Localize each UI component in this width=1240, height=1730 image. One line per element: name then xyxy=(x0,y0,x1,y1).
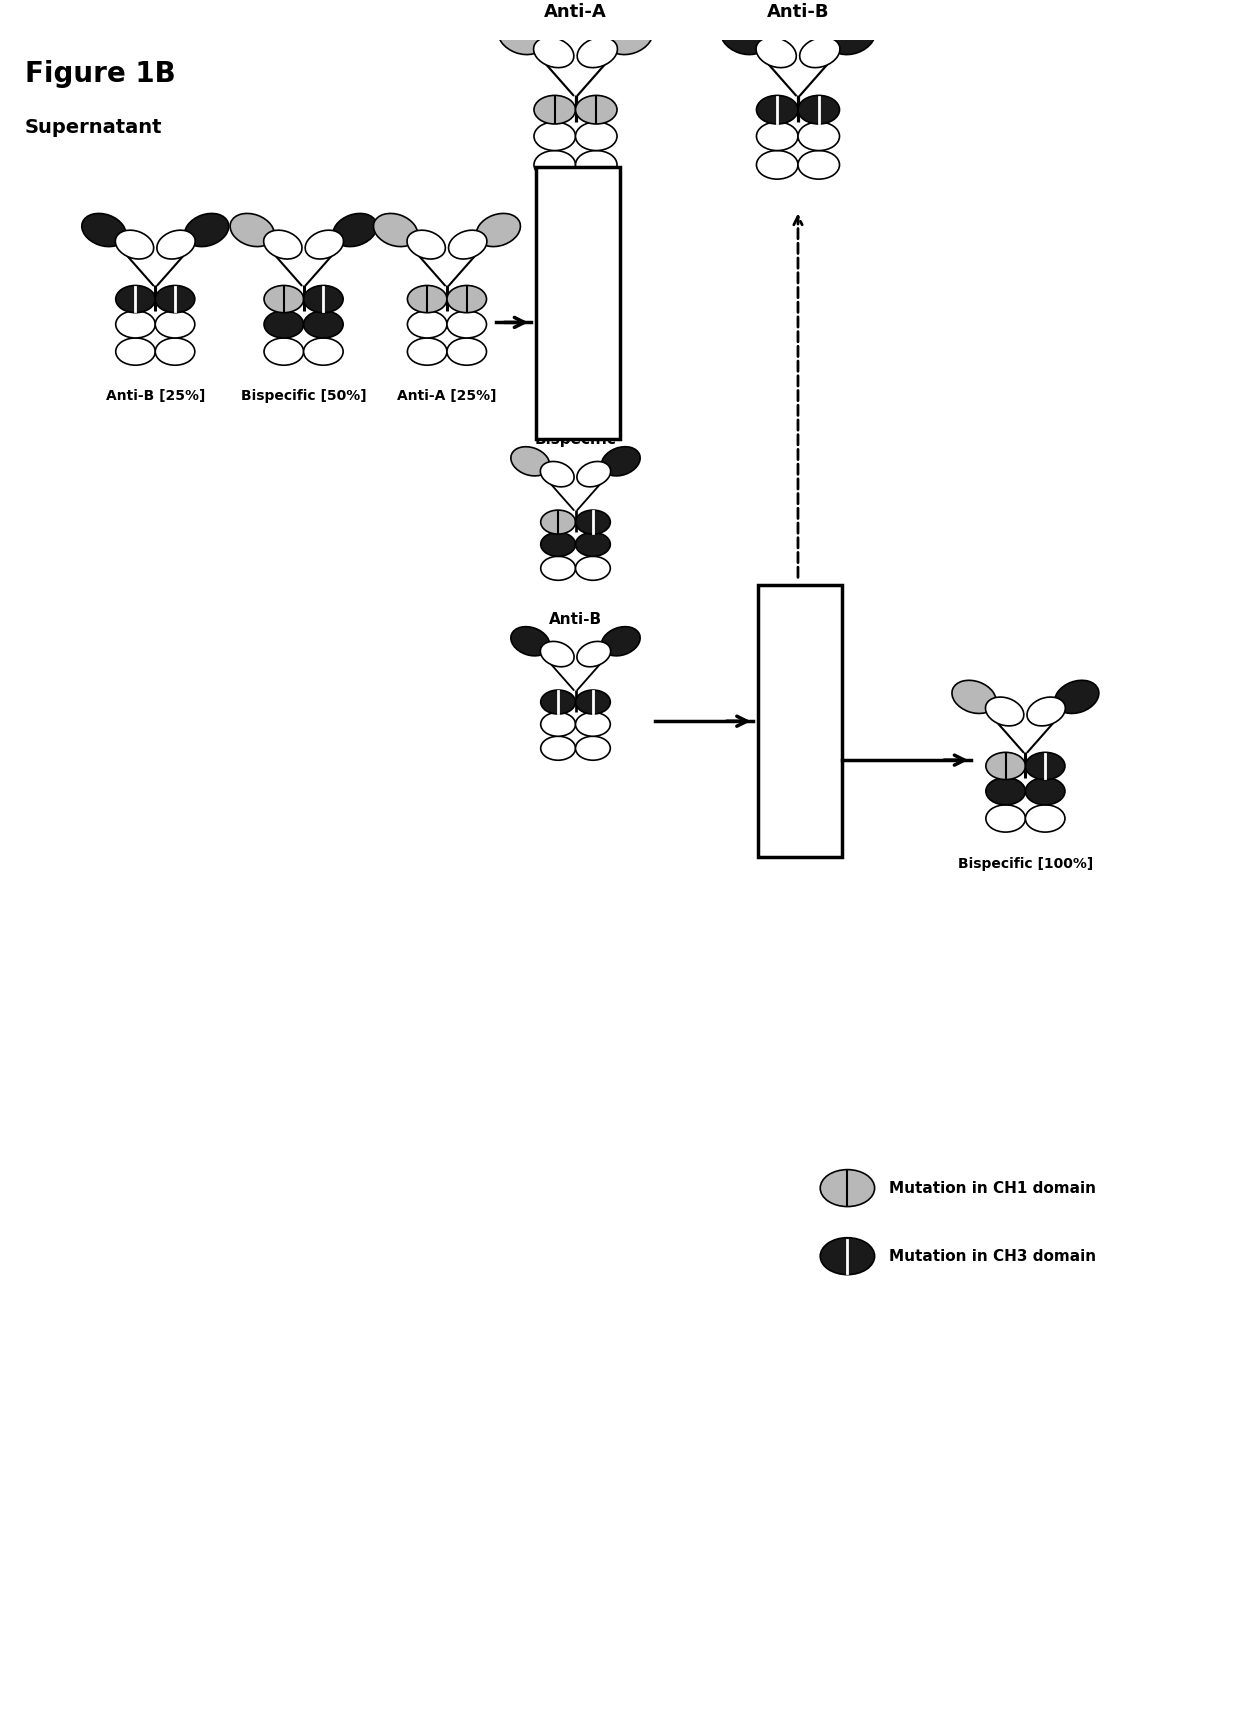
Ellipse shape xyxy=(408,337,446,365)
Ellipse shape xyxy=(577,38,618,67)
Ellipse shape xyxy=(601,446,640,476)
Text: Mutation in CH1 domain: Mutation in CH1 domain xyxy=(889,1180,1096,1195)
Ellipse shape xyxy=(264,230,303,260)
Ellipse shape xyxy=(264,337,304,365)
Ellipse shape xyxy=(1055,680,1099,713)
Bar xyxy=(759,585,842,858)
Ellipse shape xyxy=(534,95,575,125)
Ellipse shape xyxy=(156,230,195,260)
Ellipse shape xyxy=(446,311,486,337)
Ellipse shape xyxy=(407,230,445,260)
Ellipse shape xyxy=(799,95,839,125)
Ellipse shape xyxy=(115,311,155,337)
Ellipse shape xyxy=(756,95,799,125)
Ellipse shape xyxy=(575,557,610,580)
Ellipse shape xyxy=(541,642,574,666)
Ellipse shape xyxy=(1025,753,1065,780)
Ellipse shape xyxy=(305,230,343,260)
Text: Mutation in CH3 domain: Mutation in CH3 domain xyxy=(889,1249,1096,1263)
Ellipse shape xyxy=(533,38,574,67)
Text: Ligand directed against
CH3 domain: Ligand directed against CH3 domain xyxy=(781,623,815,820)
Ellipse shape xyxy=(541,462,574,486)
Ellipse shape xyxy=(820,1237,874,1275)
Ellipse shape xyxy=(575,713,610,737)
Ellipse shape xyxy=(334,213,377,247)
Ellipse shape xyxy=(720,19,768,55)
Ellipse shape xyxy=(115,230,154,260)
Ellipse shape xyxy=(534,151,575,180)
Bar xyxy=(536,166,620,439)
Ellipse shape xyxy=(577,642,610,666)
Ellipse shape xyxy=(820,1169,874,1206)
Ellipse shape xyxy=(986,777,1025,804)
Ellipse shape xyxy=(986,753,1025,780)
Ellipse shape xyxy=(304,337,343,365)
Ellipse shape xyxy=(575,690,610,714)
Ellipse shape xyxy=(606,19,652,55)
Ellipse shape xyxy=(756,38,796,67)
Ellipse shape xyxy=(155,337,195,365)
Text: Anti-B: Anti-B xyxy=(549,612,603,626)
Text: Bispecific [100%]: Bispecific [100%] xyxy=(957,858,1092,872)
Text: Ligand directed against
CH1 domain: Ligand directed against CH1 domain xyxy=(559,204,591,401)
Ellipse shape xyxy=(986,697,1024,727)
Ellipse shape xyxy=(541,510,575,535)
Ellipse shape xyxy=(799,151,839,180)
Ellipse shape xyxy=(541,737,575,759)
Ellipse shape xyxy=(408,285,446,313)
Ellipse shape xyxy=(541,690,575,714)
Text: Anti-B [25%]: Anti-B [25%] xyxy=(105,389,205,403)
Text: Anti-B: Anti-B xyxy=(766,3,830,21)
Text: Figure 1B: Figure 1B xyxy=(25,61,176,88)
Ellipse shape xyxy=(373,213,418,247)
Ellipse shape xyxy=(534,121,575,151)
Ellipse shape xyxy=(511,626,549,656)
Text: Anti-A [25%]: Anti-A [25%] xyxy=(397,389,497,403)
Ellipse shape xyxy=(541,533,575,557)
Ellipse shape xyxy=(575,533,610,557)
Ellipse shape xyxy=(304,285,343,313)
Ellipse shape xyxy=(601,626,640,656)
Ellipse shape xyxy=(408,311,446,337)
Ellipse shape xyxy=(446,337,486,365)
Text: Supernatant: Supernatant xyxy=(25,118,162,137)
Ellipse shape xyxy=(476,213,521,247)
Ellipse shape xyxy=(828,19,875,55)
Ellipse shape xyxy=(185,213,228,247)
Ellipse shape xyxy=(575,151,618,180)
Text: Bispecific: Bispecific xyxy=(534,432,616,446)
Ellipse shape xyxy=(511,446,549,476)
Ellipse shape xyxy=(1025,804,1065,832)
Ellipse shape xyxy=(449,230,487,260)
Ellipse shape xyxy=(498,19,544,55)
Ellipse shape xyxy=(446,285,486,313)
Ellipse shape xyxy=(575,121,618,151)
Ellipse shape xyxy=(575,737,610,759)
Ellipse shape xyxy=(575,95,618,125)
Ellipse shape xyxy=(575,510,610,535)
Ellipse shape xyxy=(115,285,155,313)
Ellipse shape xyxy=(541,713,575,737)
Ellipse shape xyxy=(155,285,195,313)
Ellipse shape xyxy=(756,151,799,180)
Ellipse shape xyxy=(304,311,343,337)
Ellipse shape xyxy=(756,121,799,151)
Ellipse shape xyxy=(541,557,575,580)
Ellipse shape xyxy=(1025,777,1065,804)
Ellipse shape xyxy=(799,121,839,151)
Ellipse shape xyxy=(264,311,304,337)
Ellipse shape xyxy=(1027,697,1065,727)
Ellipse shape xyxy=(115,337,155,365)
Ellipse shape xyxy=(82,213,126,247)
Ellipse shape xyxy=(155,311,195,337)
Ellipse shape xyxy=(577,462,610,486)
Ellipse shape xyxy=(800,38,839,67)
Ellipse shape xyxy=(986,804,1025,832)
Ellipse shape xyxy=(952,680,996,713)
Text: Bispecific [50%]: Bispecific [50%] xyxy=(241,389,366,403)
Ellipse shape xyxy=(231,213,274,247)
Text: Anti-A: Anti-A xyxy=(544,3,606,21)
Ellipse shape xyxy=(264,285,304,313)
